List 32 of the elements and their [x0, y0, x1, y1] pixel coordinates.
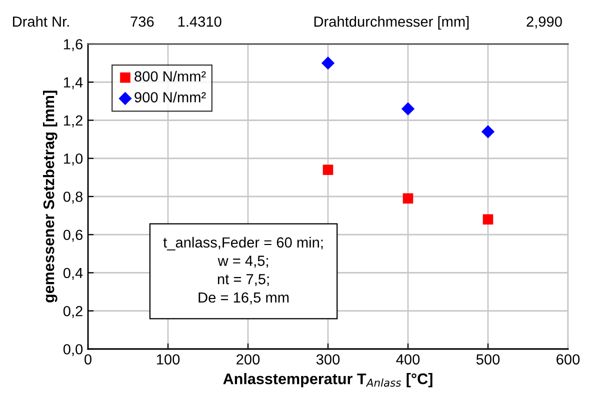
annotation: t_anlass,Feder = 60 min; w = 4,5; nt = 7,5; De = 16,5 mm [163, 236, 323, 304]
x-tick-label: 600 [556, 354, 580, 365]
y-tick-label: 1,6 [64, 39, 82, 52]
x-tick-label: 300 [316, 354, 340, 365]
text: 736 [130, 16, 154, 27]
y-tick-label: 0,0 [63, 344, 83, 356]
point [322, 164, 334, 175]
x-tick-label: 500 [476, 354, 500, 365]
legend-label: 800 N/mm² [134, 70, 206, 82]
x-tick-label: 200 [236, 354, 260, 365]
legend-label: 900 N/mm² [134, 92, 206, 102]
y-tick-label: 0,8 [63, 192, 83, 204]
x-tick-label: 100 [156, 354, 180, 365]
x-tick-label: 0 [84, 354, 92, 365]
y-tick-label: 0,6 [63, 230, 82, 242]
point [481, 125, 495, 138]
text: Drahtdurchmesser [mm] [314, 16, 469, 30]
point [482, 214, 494, 225]
x-tick-label: 400 [396, 354, 420, 365]
y-axis-title: gemessener Setzbetrag [mm] [43, 90, 58, 302]
y-tick-label: 1,0 [64, 153, 83, 166]
text: 2,990 [526, 16, 562, 29]
point [321, 56, 335, 70]
text: 1.4310 [178, 16, 222, 27]
text: Draht Nr. [13, 16, 69, 27]
x-axis-title: Anlasstemperatur T$_{Anlass}$ [°C] [223, 373, 432, 388]
point [402, 193, 414, 204]
y-tick-label: 0,2 [63, 306, 82, 318]
y-tick-label: 1,2 [64, 115, 82, 128]
point [401, 102, 415, 116]
y-tick-label: 0,4 [63, 268, 83, 280]
y-tick-label: 1,4 [64, 77, 83, 90]
